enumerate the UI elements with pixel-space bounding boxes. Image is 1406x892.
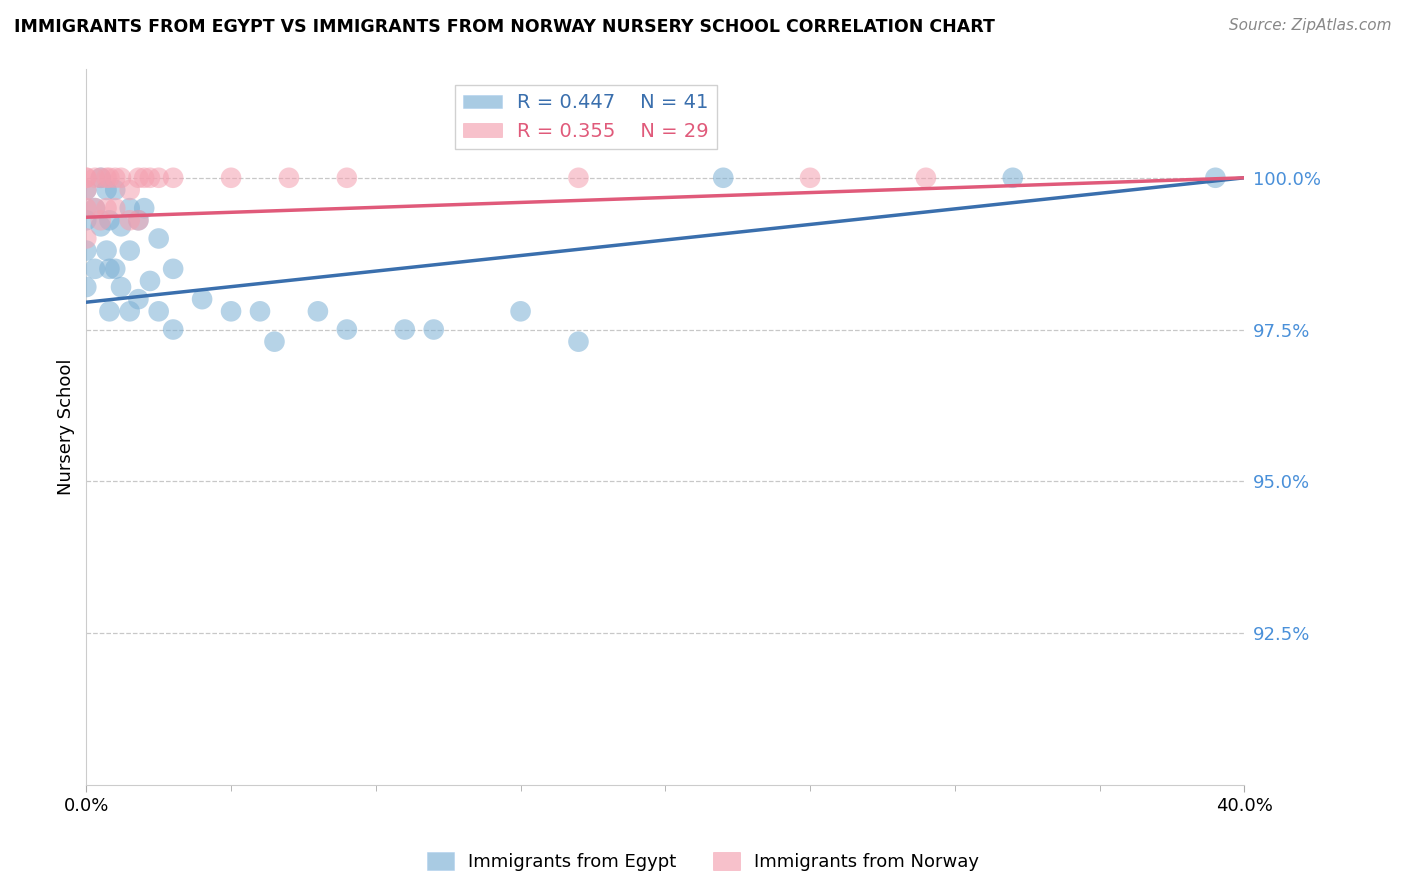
Point bbox=[110, 170, 132, 185]
Point bbox=[90, 170, 112, 185]
Point bbox=[75, 201, 97, 215]
Text: IMMIGRANTS FROM EGYPT VS IMMIGRANTS FROM NORWAY NURSERY SCHOOL CORRELATION CHART: IMMIGRANTS FROM EGYPT VS IMMIGRANTS FROM… bbox=[14, 18, 995, 36]
Point bbox=[118, 244, 141, 258]
Point bbox=[127, 292, 149, 306]
Point bbox=[1001, 170, 1024, 185]
Point bbox=[162, 170, 184, 185]
Point bbox=[110, 219, 132, 234]
Point bbox=[98, 170, 121, 185]
Point bbox=[96, 183, 118, 197]
Point bbox=[104, 183, 127, 197]
Legend: Immigrants from Egypt, Immigrants from Norway: Immigrants from Egypt, Immigrants from N… bbox=[419, 845, 987, 879]
Point bbox=[139, 170, 162, 185]
Point bbox=[104, 261, 127, 276]
Point bbox=[110, 280, 132, 294]
Point bbox=[567, 334, 589, 349]
Point bbox=[148, 304, 170, 318]
Point bbox=[219, 304, 242, 318]
Point bbox=[75, 183, 97, 197]
Point bbox=[90, 170, 112, 185]
Point bbox=[148, 170, 170, 185]
Text: Source: ZipAtlas.com: Source: ZipAtlas.com bbox=[1229, 18, 1392, 33]
Point bbox=[84, 201, 107, 215]
Point bbox=[127, 213, 149, 227]
Point bbox=[75, 231, 97, 245]
Point bbox=[127, 170, 149, 185]
Point bbox=[90, 219, 112, 234]
Point bbox=[191, 292, 214, 306]
Point bbox=[98, 261, 121, 276]
Point bbox=[75, 244, 97, 258]
Point bbox=[134, 170, 156, 185]
Point bbox=[84, 201, 107, 215]
Point bbox=[84, 261, 107, 276]
Point bbox=[96, 170, 118, 185]
Point bbox=[127, 213, 149, 227]
Point bbox=[75, 170, 97, 185]
Y-axis label: Nursery School: Nursery School bbox=[58, 359, 75, 495]
Point bbox=[118, 304, 141, 318]
Point bbox=[711, 170, 734, 185]
Point bbox=[118, 213, 141, 227]
Point bbox=[1204, 170, 1226, 185]
Point bbox=[98, 213, 121, 227]
Point bbox=[75, 213, 97, 227]
Point bbox=[336, 170, 359, 185]
Point bbox=[249, 304, 271, 318]
Point bbox=[96, 201, 118, 215]
Point bbox=[278, 170, 301, 185]
Legend: R = 0.447    N = 41, R = 0.355    N = 29: R = 0.447 N = 41, R = 0.355 N = 29 bbox=[456, 86, 717, 149]
Point bbox=[307, 304, 329, 318]
Point bbox=[336, 322, 359, 336]
Point bbox=[263, 334, 285, 349]
Point bbox=[162, 261, 184, 276]
Point bbox=[118, 201, 141, 215]
Point bbox=[104, 201, 127, 215]
Point bbox=[139, 274, 162, 288]
Point bbox=[75, 183, 97, 197]
Point bbox=[98, 304, 121, 318]
Point bbox=[75, 280, 97, 294]
Point bbox=[75, 170, 97, 185]
Point bbox=[394, 322, 416, 336]
Point bbox=[90, 213, 112, 227]
Point bbox=[422, 322, 444, 336]
Point bbox=[134, 201, 156, 215]
Point bbox=[84, 170, 107, 185]
Point bbox=[104, 170, 127, 185]
Point bbox=[799, 170, 821, 185]
Point bbox=[219, 170, 242, 185]
Point bbox=[915, 170, 938, 185]
Point bbox=[148, 231, 170, 245]
Point bbox=[96, 244, 118, 258]
Point bbox=[118, 183, 141, 197]
Point bbox=[509, 304, 531, 318]
Point bbox=[567, 170, 589, 185]
Point bbox=[162, 322, 184, 336]
